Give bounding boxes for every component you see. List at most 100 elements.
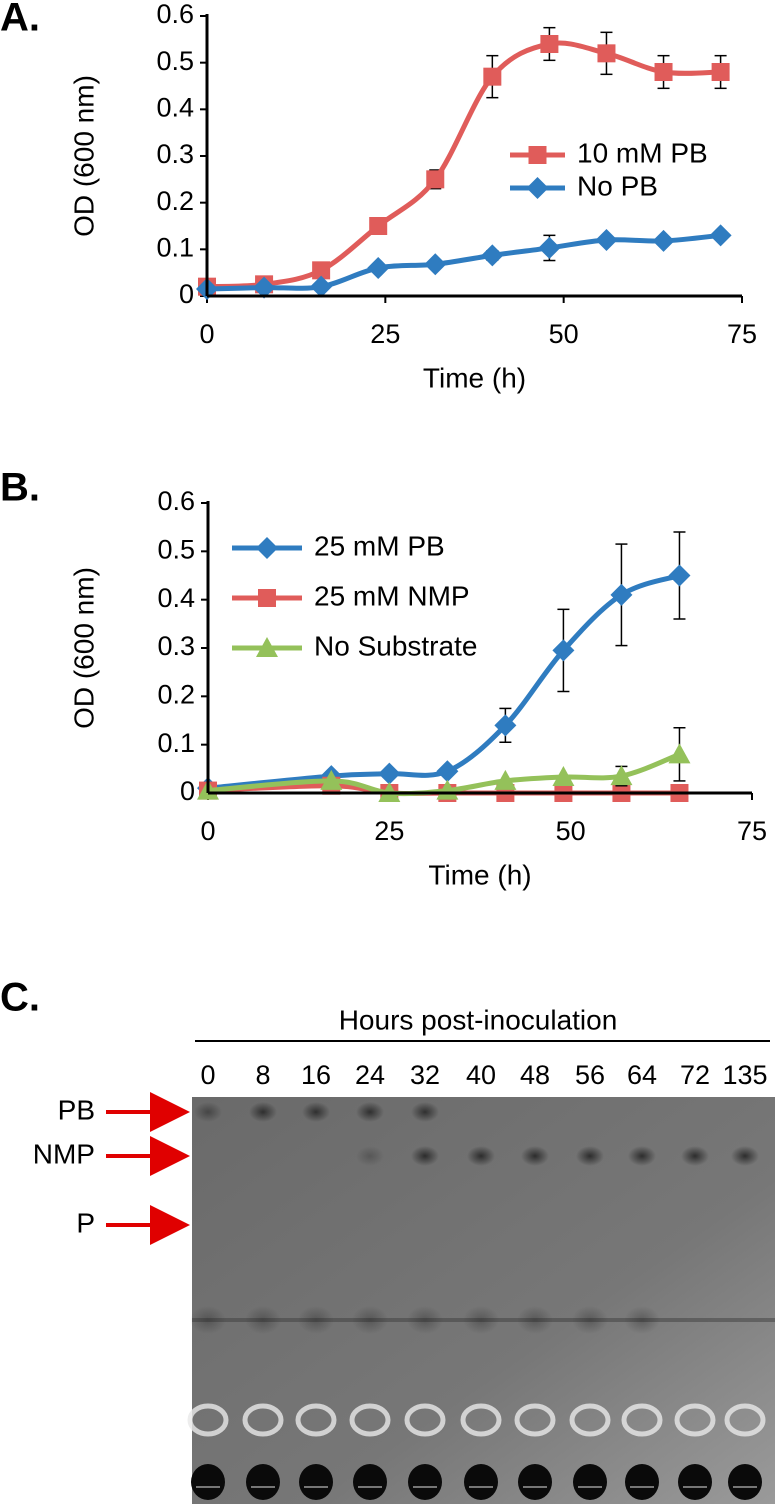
- lane-label: 135: [722, 1060, 767, 1090]
- gel-smear: [572, 1306, 608, 1334]
- lane-label: 72: [680, 1060, 710, 1090]
- series-line: [206, 40, 721, 290]
- gel-well: [625, 1464, 659, 1500]
- gel-well: [678, 1464, 712, 1500]
- marker: [367, 257, 390, 279]
- gel-spot: [681, 1146, 709, 1166]
- lane-label: 32: [410, 1060, 440, 1090]
- legend-label: 25 mM NMP: [314, 580, 470, 611]
- y-tick-label: 0.4: [157, 583, 195, 613]
- legend-label: No Substrate: [314, 630, 477, 661]
- y-tick-label: 0.1: [156, 232, 194, 262]
- gel-halo: [404, 1403, 446, 1437]
- lane-label: 48: [520, 1060, 550, 1090]
- band-label: P: [76, 1207, 95, 1238]
- x-tick-label: 0: [199, 319, 214, 349]
- lane-label: 24: [355, 1060, 385, 1090]
- gel-halo: [460, 1403, 502, 1437]
- marker: [256, 637, 278, 657]
- x-tick-label: 0: [200, 816, 215, 846]
- gel-smear: [298, 1306, 334, 1334]
- gel-spot: [302, 1102, 330, 1122]
- gel-well: [728, 1464, 762, 1500]
- marker: [552, 766, 575, 787]
- marker: [258, 589, 276, 607]
- gel-well: [299, 1464, 333, 1500]
- marker: [597, 44, 616, 63]
- gel-spot: [411, 1102, 439, 1122]
- marker: [610, 583, 633, 606]
- gel-spot: [194, 1102, 222, 1122]
- legend-label: 25 mM PB: [314, 530, 445, 561]
- gel-halo: [349, 1403, 391, 1437]
- x-tick-label: 50: [549, 319, 579, 349]
- marker: [310, 275, 333, 298]
- y-tick-label: 0.1: [157, 728, 195, 758]
- gel-spot: [521, 1146, 549, 1166]
- marker: [538, 236, 561, 259]
- gel-halo: [187, 1403, 229, 1437]
- y-tick-label: 0.5: [157, 534, 195, 564]
- y-axis-title: OD (600 nm): [68, 75, 99, 237]
- y-tick-label: 0.2: [156, 186, 194, 216]
- gel-smear: [517, 1306, 553, 1334]
- gel-spot: [356, 1146, 384, 1166]
- y-tick-label: 0.6: [157, 486, 195, 516]
- y-tick-label: 0.3: [157, 631, 195, 661]
- marker: [595, 229, 618, 251]
- gel-smear: [624, 1306, 660, 1334]
- gel-well: [353, 1464, 387, 1500]
- marker: [668, 564, 691, 587]
- y-tick-label: 0.2: [157, 679, 195, 709]
- marker: [436, 760, 459, 783]
- marker: [711, 63, 730, 81]
- y-tick-label: 0.3: [156, 139, 194, 169]
- lane-label: 40: [466, 1060, 496, 1090]
- gel-well: [464, 1464, 498, 1500]
- y-axis-title: OD (600 nm): [68, 567, 99, 729]
- gel-spot: [467, 1146, 495, 1166]
- gel-smear: [407, 1306, 443, 1334]
- gel-smear: [352, 1306, 388, 1334]
- lane-label: 0: [200, 1060, 215, 1090]
- gel-well: [191, 1464, 225, 1500]
- x-tick-label: 25: [374, 816, 404, 846]
- gel-spot: [411, 1146, 439, 1166]
- y-tick-label: 0: [180, 776, 195, 806]
- band-label: NMP: [33, 1138, 95, 1169]
- legend-label: 10 mM PB: [577, 137, 708, 168]
- band-label: PB: [58, 1094, 95, 1125]
- marker: [426, 170, 445, 189]
- marker: [494, 714, 517, 737]
- marker: [320, 769, 343, 790]
- gel-well: [518, 1464, 552, 1500]
- gel-spot: [356, 1102, 384, 1122]
- marker: [652, 229, 675, 252]
- gel-halo: [569, 1403, 611, 1437]
- marker: [526, 177, 549, 199]
- gel-halo: [724, 1403, 766, 1437]
- x-tick-label: 75: [727, 319, 757, 349]
- y-tick-label: 0: [179, 279, 194, 309]
- gel-smear: [245, 1306, 281, 1334]
- gel-halo: [295, 1403, 337, 1437]
- marker: [253, 276, 276, 299]
- panel-label: C.: [0, 976, 40, 1020]
- lane-label: 56: [575, 1060, 605, 1090]
- marker: [494, 769, 517, 790]
- marker: [424, 253, 447, 276]
- marker: [668, 743, 691, 764]
- marker: [483, 67, 502, 86]
- panel-label: A.: [0, 0, 40, 40]
- gel-halo: [674, 1403, 716, 1437]
- marker: [654, 63, 673, 81]
- gel-smear: [463, 1306, 499, 1334]
- gel-well: [408, 1464, 442, 1500]
- marker: [369, 217, 388, 235]
- lane-label: 64: [627, 1060, 657, 1090]
- gel-spot: [731, 1146, 759, 1166]
- marker: [312, 261, 331, 280]
- panel-label: B.: [0, 466, 40, 510]
